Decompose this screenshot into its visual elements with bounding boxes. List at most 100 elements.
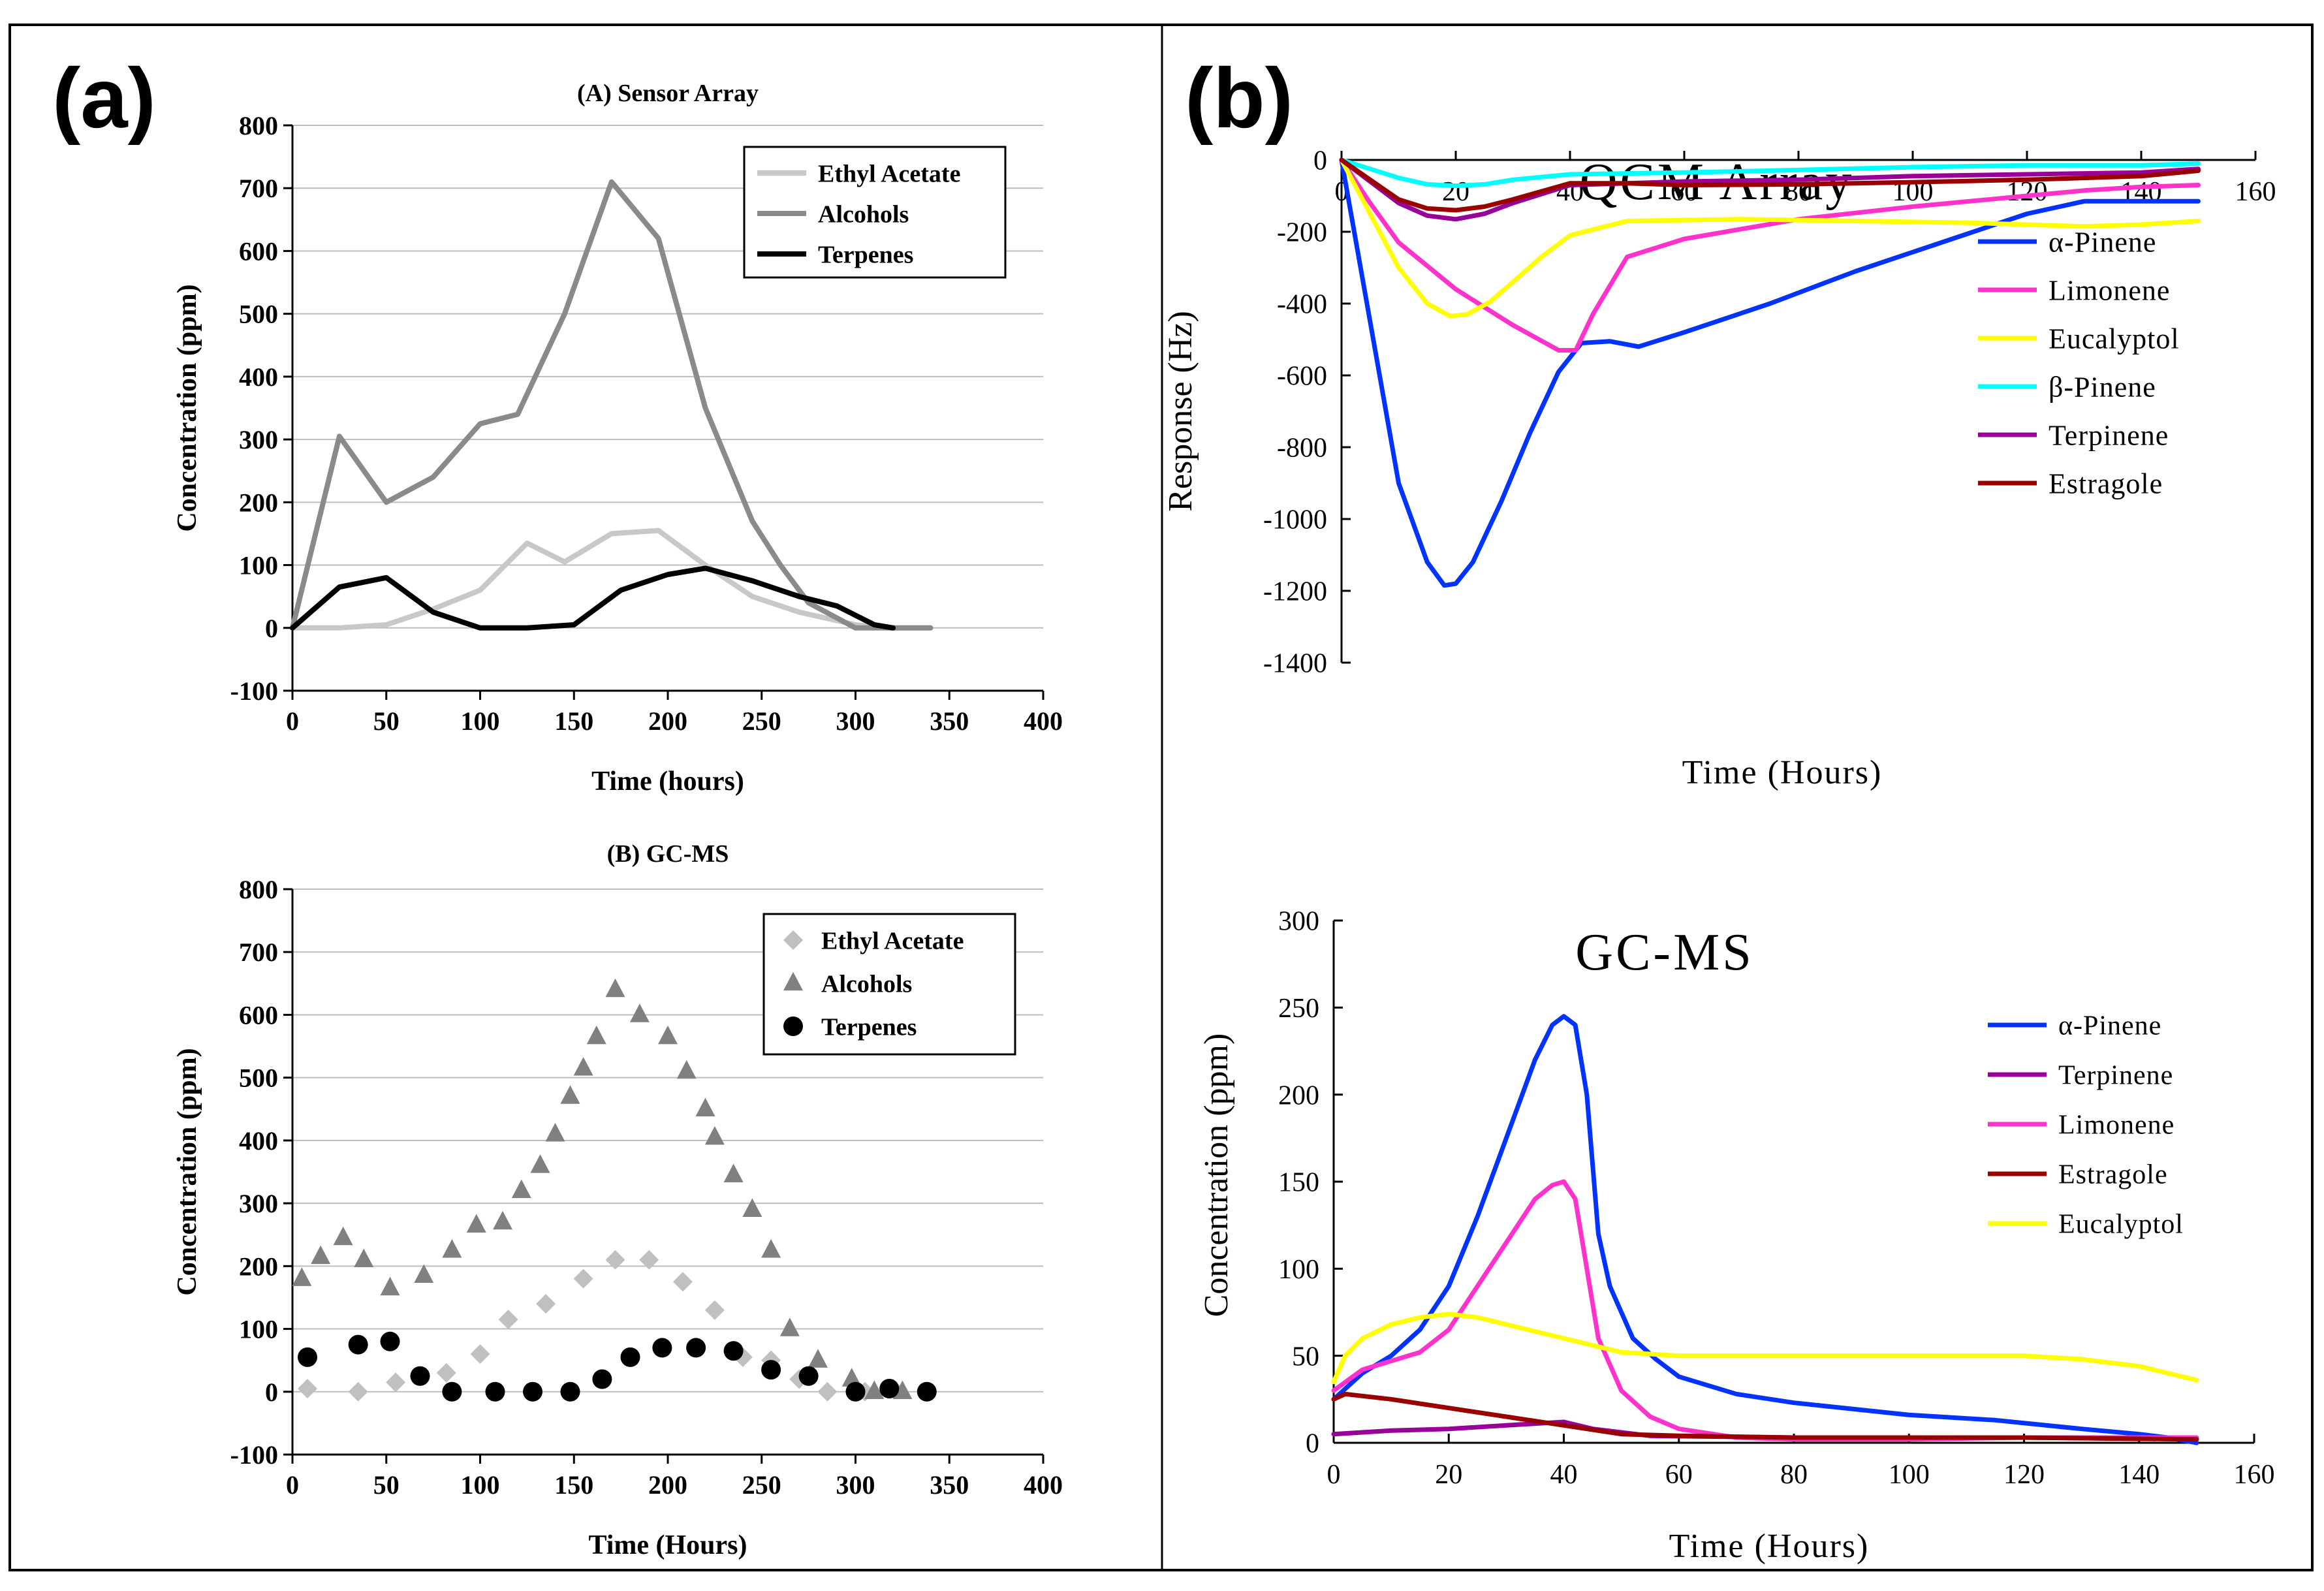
y-tick-label: -800 <box>1277 433 1327 464</box>
point-alcohols <box>742 1198 762 1217</box>
point-terpenes <box>798 1366 819 1386</box>
chart-title: (A) Sensor Array <box>577 80 759 107</box>
x-tick-label: 150 <box>554 1470 593 1500</box>
point-alcohols <box>333 1226 353 1246</box>
y-tick-label: -400 <box>1277 290 1327 320</box>
legend-label-limonene: Limonene <box>2058 1111 2175 1141</box>
y-tick-label: -100 <box>230 1440 278 1470</box>
point-ethyl-acetate <box>386 1372 406 1393</box>
y-tick-label: 300 <box>239 425 278 454</box>
point-alcohols <box>414 1264 434 1284</box>
y-tick-label: -1000 <box>1263 505 1327 535</box>
x-tick-label: 100 <box>461 1470 500 1500</box>
series-line-pinene <box>1331 1014 2199 1445</box>
x-tick-label: 400 <box>1024 1470 1063 1500</box>
point-alcohols <box>808 1349 828 1368</box>
point-alcohols <box>658 1025 678 1045</box>
legend-label-terpenes: Terpenes <box>821 1013 917 1041</box>
point-ethyl-acetate <box>817 1381 838 1402</box>
point-ethyl-acetate <box>298 1378 317 1398</box>
point-alcohols <box>779 1317 800 1336</box>
point-alcohols <box>892 1380 913 1400</box>
x-tick-label: 80 <box>1780 1460 1808 1490</box>
point-ethyl-acetate <box>498 1310 518 1330</box>
point-ethyl-acetate <box>573 1268 593 1289</box>
legend-label-terpenes: Terpenes <box>818 241 913 268</box>
point-terpenes <box>917 1381 937 1402</box>
chart-gcms-a: -100 0 100 200 300 400 500 600 700 800 0 50 100 150 20… <box>172 840 1063 1560</box>
y-tick-label: 600 <box>239 1000 278 1030</box>
point-alcohols <box>605 978 625 998</box>
x-tick-label: 50 <box>373 706 400 736</box>
legend-label-terpinene: Terpinene <box>2058 1061 2173 1091</box>
legend-label-ethyl-acetate: Ethyl Acetate <box>818 160 960 187</box>
x-tick-label: 120 <box>2003 1460 2045 1490</box>
y-tick-label: 700 <box>239 937 278 967</box>
x-tick-label: 20 <box>1435 1460 1462 1490</box>
y-axis-label: Concentration (ppm) <box>172 284 202 531</box>
legend-label-estragole: Estragole <box>2049 467 2163 499</box>
point-alcohols <box>573 1056 593 1076</box>
x-tick-label: 200 <box>648 706 687 736</box>
point-terpenes <box>298 1347 317 1367</box>
point-alcohols <box>841 1368 862 1387</box>
x-tick-label: 40 <box>1550 1460 1578 1490</box>
y-tick-label: 700 <box>239 174 278 203</box>
legend-label-pinene: β-Pinene <box>2049 371 2156 403</box>
y-tick-label: 0 <box>265 614 278 643</box>
legend-marker-ethyl-acetate <box>783 930 803 950</box>
x-axis-label: Time (Hours) <box>1669 1528 1870 1565</box>
x-tick-label: 20 <box>1442 177 1469 207</box>
y-tick-label: 200 <box>239 1252 278 1281</box>
y-tick-label: 0 <box>1313 146 1327 176</box>
y-tick-label: 0 <box>265 1378 278 1407</box>
point-alcohols <box>560 1085 580 1104</box>
point-terpenes <box>485 1381 505 1402</box>
point-alcohols <box>511 1179 531 1199</box>
x-tick-label: 300 <box>836 1470 875 1500</box>
legend-label-alcohols: Alcohols <box>818 200 909 228</box>
y-tick-label: 500 <box>239 300 278 329</box>
x-tick-label: 160 <box>2235 177 2276 207</box>
point-ethyl-acetate <box>673 1272 693 1292</box>
x-axis-label: Time (Hours) <box>588 1530 747 1560</box>
x-tick-label: 200 <box>648 1470 687 1500</box>
y-tick-label: 100 <box>239 551 278 580</box>
series-line-pinene <box>1339 157 2201 189</box>
series-line-pinene <box>1339 157 2201 588</box>
y-tick-label: -200 <box>1277 218 1327 248</box>
legend-label-terpinene: Terpinene <box>2049 419 2169 451</box>
chart-title: GC-MS <box>1575 924 1753 981</box>
series-line-estragole <box>1339 157 2201 213</box>
y-tick-label: 100 <box>239 1315 278 1344</box>
x-tick-label: 250 <box>742 1470 781 1500</box>
series-line-eucalyptol <box>1331 1312 2199 1385</box>
point-terpenes <box>442 1381 462 1402</box>
series-line-estragole <box>1331 1391 2199 1442</box>
y-tick-label: 600 <box>239 236 278 266</box>
x-tick-label: 100 <box>1889 1460 1930 1490</box>
y-tick-label: 0 <box>1306 1429 1319 1459</box>
point-terpenes <box>879 1378 900 1398</box>
x-tick-label: 0 <box>1327 1460 1341 1490</box>
y-tick-label: -100 <box>230 676 278 706</box>
point-terpenes <box>523 1381 542 1402</box>
y-tick-label: 150 <box>1278 1168 1319 1198</box>
legend-marker-alcohols <box>783 971 803 991</box>
chart-title: (B) GC-MS <box>607 840 729 868</box>
point-terpenes <box>380 1331 400 1351</box>
x-tick-label: 160 <box>2234 1460 2275 1490</box>
point-ethyl-acetate <box>605 1250 625 1270</box>
point-alcohols <box>704 1126 725 1145</box>
x-tick-label: 100 <box>461 706 500 736</box>
x-tick-label: 50 <box>373 1470 400 1500</box>
point-alcohols <box>292 1267 312 1286</box>
point-terpenes <box>723 1341 744 1361</box>
panel-label-b: (b) <box>1185 50 1293 146</box>
point-ethyl-acetate <box>536 1294 556 1314</box>
y-axis-label: Concentration (ppm) <box>172 1048 202 1295</box>
legend-label-pinene: α-Pinene <box>2049 226 2156 258</box>
legend-box <box>762 913 1016 1056</box>
point-alcohols <box>864 1380 885 1400</box>
point-terpenes <box>652 1338 672 1358</box>
